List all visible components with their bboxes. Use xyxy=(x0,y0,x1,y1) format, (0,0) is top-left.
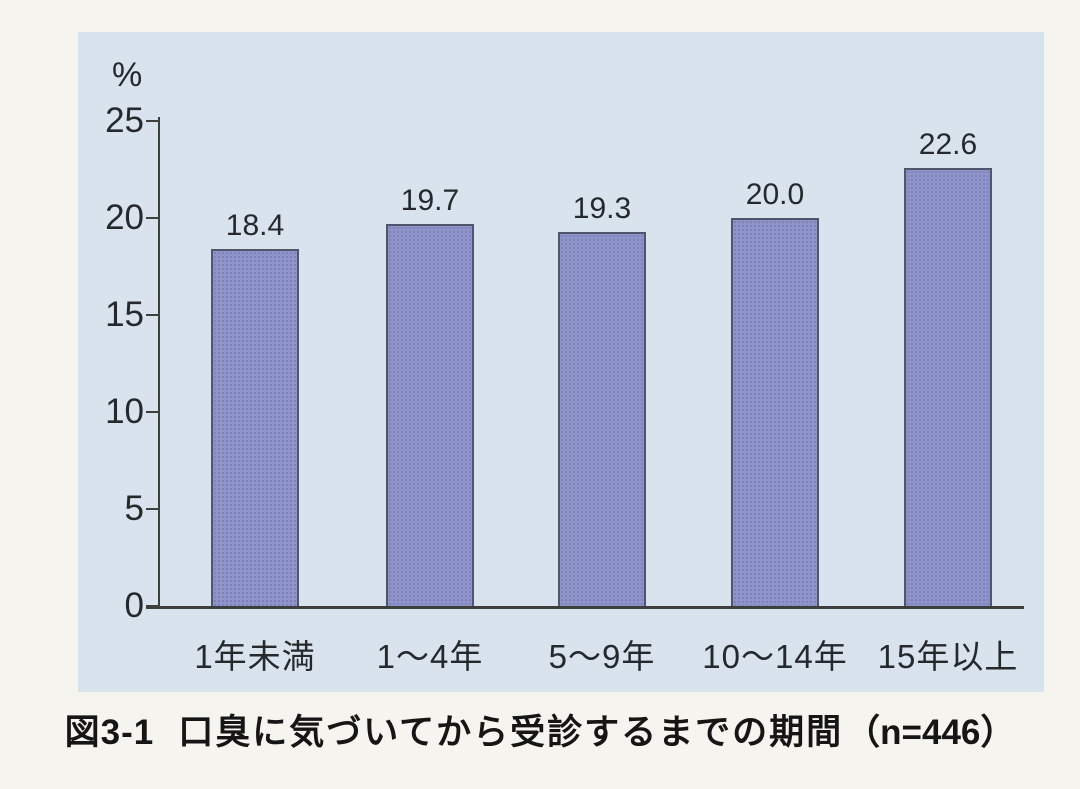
y-tick-label-20: 20 xyxy=(105,198,144,237)
chart-panel: % 0 5 10 15 20 25 18.4 19.7 19.3 20.0 22.6 1年未満 1〜… xyxy=(78,32,1044,692)
bar-1〜4年 xyxy=(386,224,474,606)
figure-number: 図3-1 xyxy=(64,713,155,752)
y-tick-mark-15 xyxy=(146,314,160,316)
x-axis-label: 10〜14年 xyxy=(702,638,848,675)
figure-caption: 図3-1 口臭に気づいてから受診するまでの期間（n=446） xyxy=(0,704,1080,755)
x-axis-line xyxy=(146,606,1024,609)
y-tick-label-10: 10 xyxy=(105,392,144,431)
y-axis-line xyxy=(158,117,160,608)
bar-15年以上 xyxy=(904,168,992,606)
y-tick-mark-5 xyxy=(146,508,160,510)
bar-value-label: 20.0 xyxy=(745,178,805,211)
bar-10〜14年 xyxy=(731,218,819,606)
bar-value-label: 19.7 xyxy=(400,184,460,217)
bar-value-label: 19.3 xyxy=(572,192,632,225)
bar-5〜9年 xyxy=(558,232,646,606)
y-tick-label-5: 5 xyxy=(124,489,144,528)
bar-1年未満 xyxy=(211,249,299,606)
x-axis-label: 1〜4年 xyxy=(376,638,484,675)
x-axis-label: 15年以上 xyxy=(877,638,1019,675)
figure-sample-size: （n=446） xyxy=(845,713,1016,752)
y-tick-label-0: 0 xyxy=(124,586,144,625)
y-tick-mark-10 xyxy=(146,411,160,413)
x-axis-label: 5〜9年 xyxy=(548,638,656,675)
bar-value-label: 22.6 xyxy=(918,128,978,161)
y-tick-label-15: 15 xyxy=(105,295,144,334)
bar-value-label: 18.4 xyxy=(225,209,285,242)
figure-title: 口臭に気づいてから受診するまでの期間 xyxy=(178,713,844,752)
y-tick-mark-0 xyxy=(146,605,160,607)
y-tick-mark-20 xyxy=(146,217,160,219)
y-tick-label-25: 25 xyxy=(105,101,144,140)
y-axis-unit-label: % xyxy=(112,56,143,94)
x-axis-label: 1年未満 xyxy=(194,638,316,675)
y-tick-mark-25 xyxy=(146,120,160,122)
